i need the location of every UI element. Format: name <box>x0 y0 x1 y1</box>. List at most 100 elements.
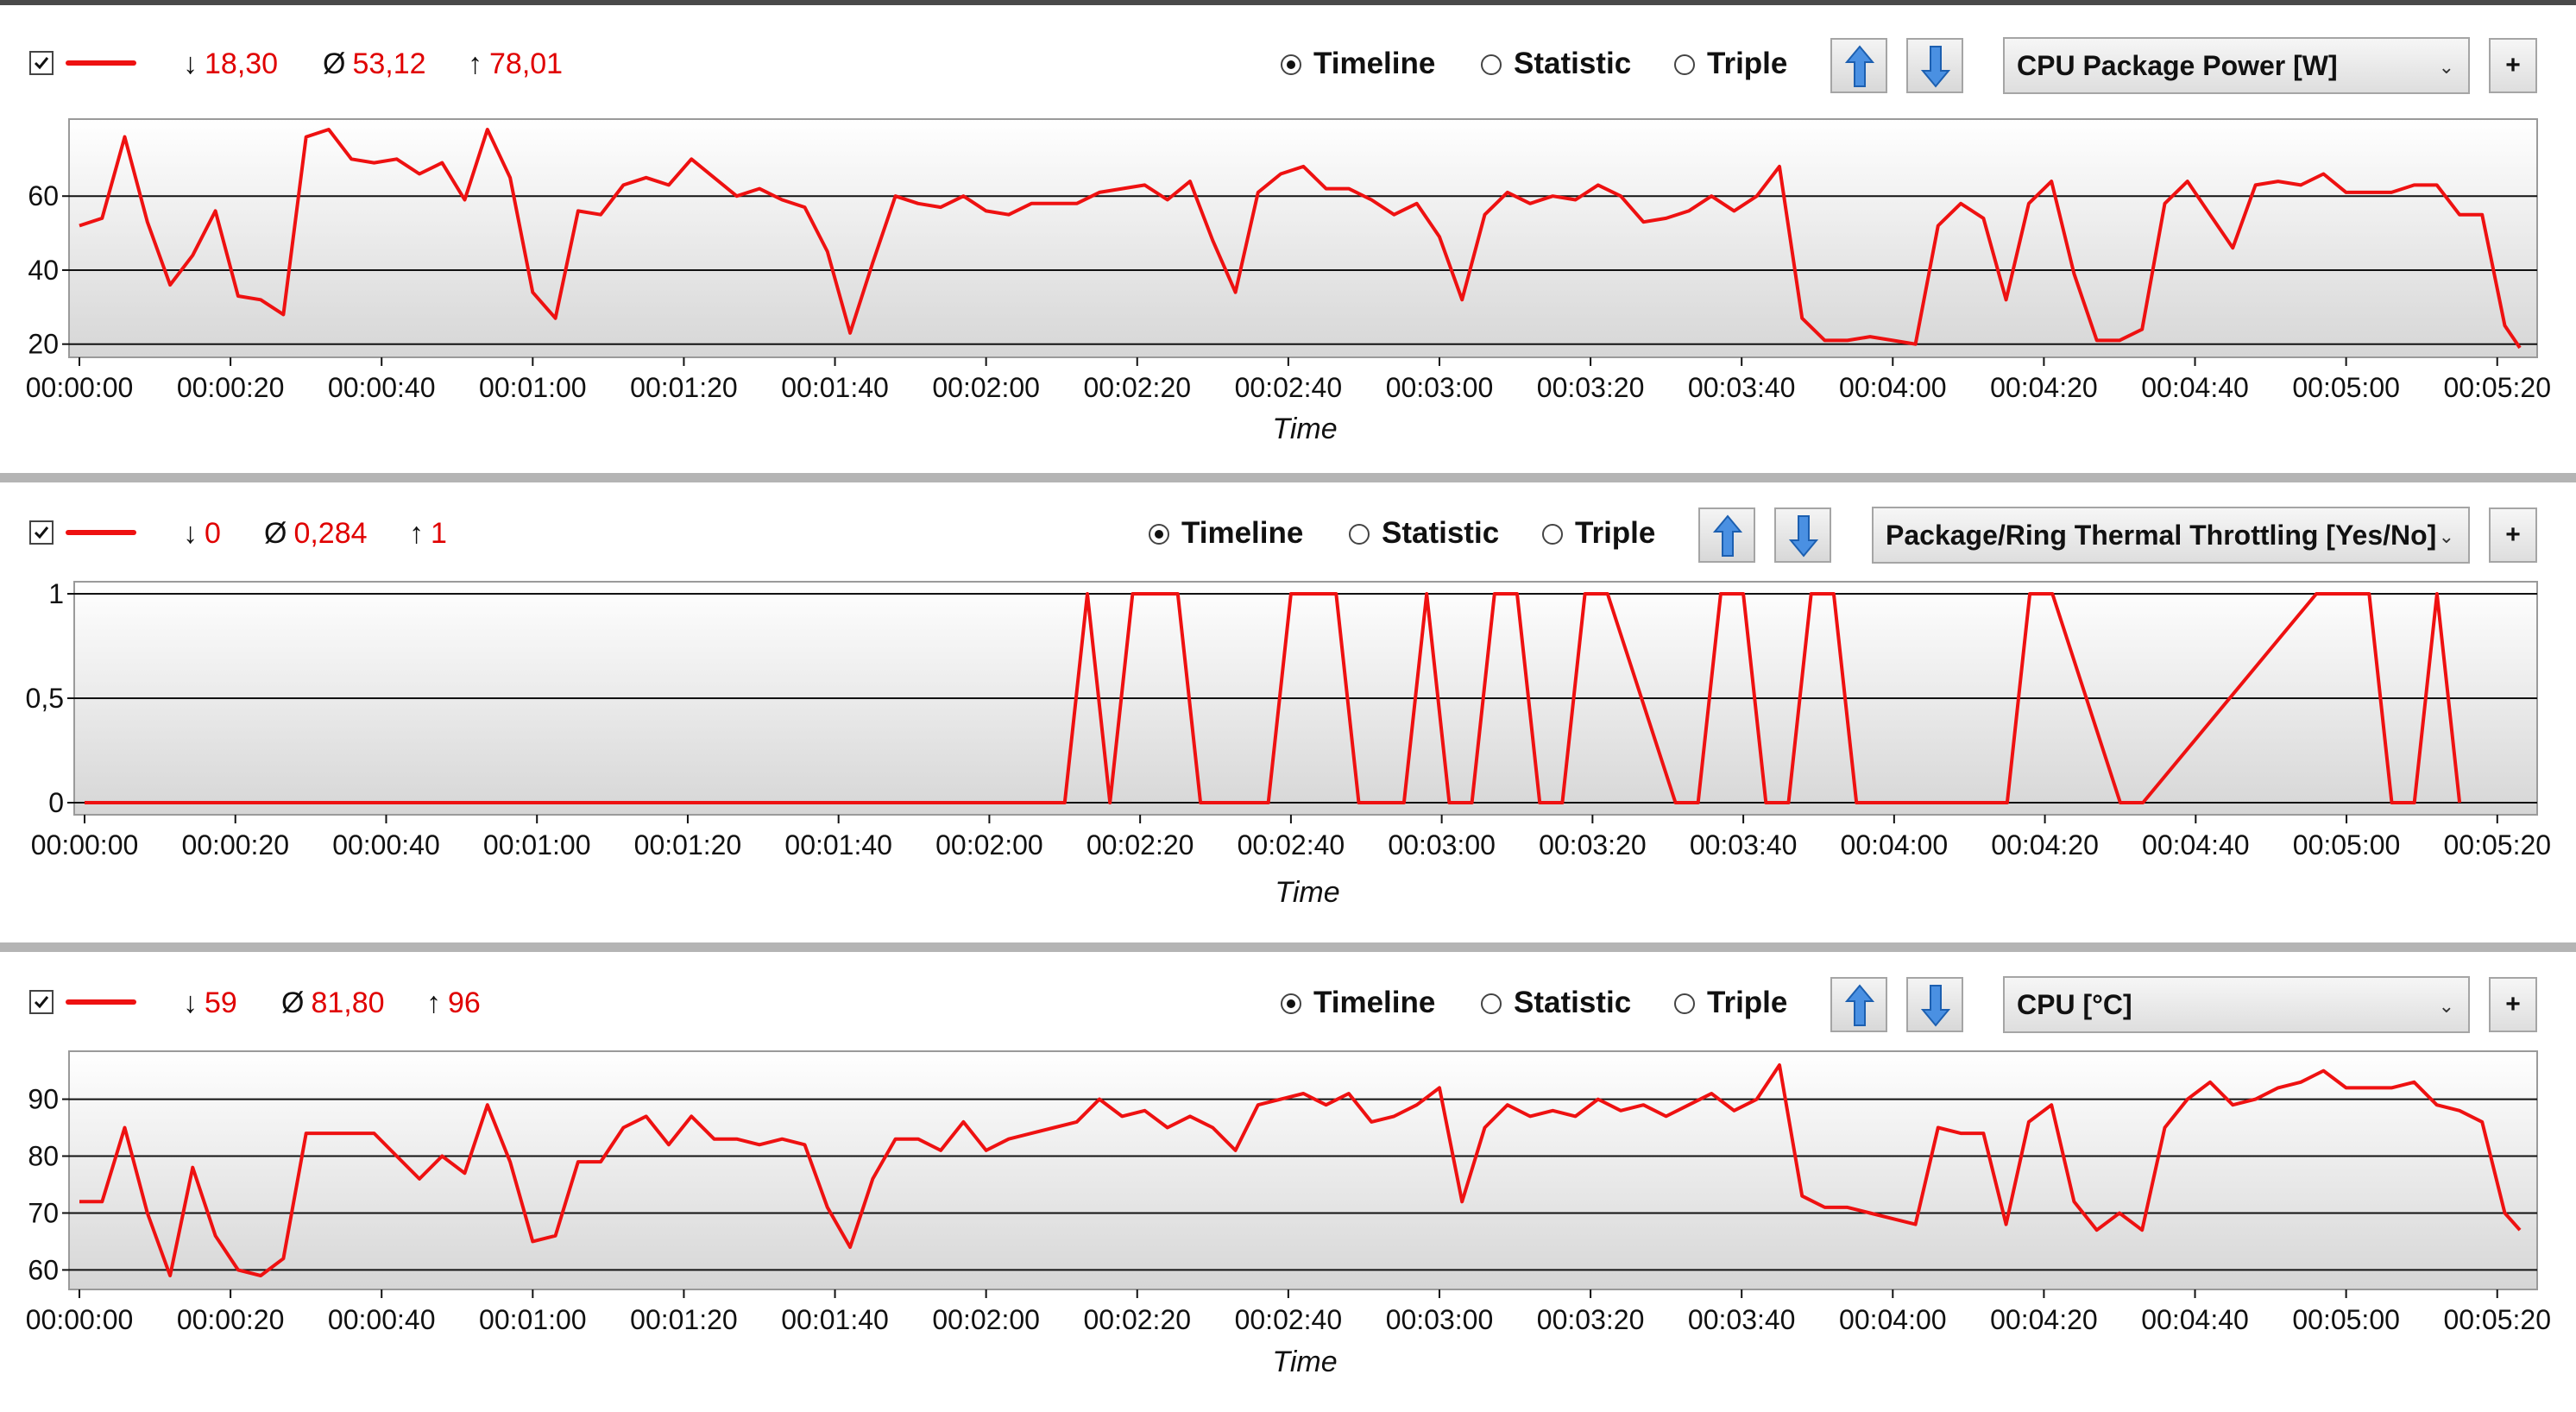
min-value: ↓ 59 <box>183 987 237 1019</box>
x-tick-label: 00:00:00 <box>31 829 139 860</box>
x-tick-label: 00:01:20 <box>630 1304 738 1335</box>
x-tick-label: 00:01:20 <box>630 372 738 403</box>
x-axis-title: Time <box>1275 876 1339 909</box>
y-tick-label: 90 <box>28 1084 59 1115</box>
line-chart[interactable]: 0 0,5 1 00:00:00 00:00:20 00:00:40 00:01:00 00:… <box>0 563 2576 942</box>
plot-area <box>68 118 2538 358</box>
series-checkbox[interactable] <box>29 51 54 75</box>
radio-statistic-label: Statistic <box>1382 516 1500 550</box>
average-value: Ø 53,12 <box>323 47 426 80</box>
series-color-swatch <box>66 999 136 1005</box>
radio-selected-dot <box>1287 999 1295 1008</box>
x-tick-label: 00:04:20 <box>1990 1304 2098 1335</box>
x-tick-label: 00:02:20 <box>1083 372 1191 403</box>
min-value: ↓ 18,30 <box>183 47 279 80</box>
y-tick-label: 70 <box>28 1197 59 1228</box>
sensor-panel: ↓ 59 Ø 81,80 ↑ 96 Timeline Statistic Triple… <box>0 946 2576 1412</box>
sensor-select-value: CPU Package Power [W] <box>2017 50 2338 81</box>
panel-divider[interactable] <box>0 942 2576 952</box>
x-tick-label: 00:03:00 <box>1386 372 1494 403</box>
series-line <box>85 592 2462 804</box>
x-tick-label: 00:01:00 <box>483 829 591 860</box>
radio-timeline-label: Timeline <box>1313 986 1436 1019</box>
radio-selected-dot <box>1155 530 1163 539</box>
x-tick-label: 00:05:20 <box>2443 1304 2551 1335</box>
y-tick-label: 60 <box>28 180 59 211</box>
checkmark-icon <box>34 57 49 70</box>
sensor-select[interactable]: Package/Ring Thermal Throttling [Yes/No]… <box>1872 507 2470 564</box>
sensor-select-value: CPU [°C] <box>2017 989 2132 1020</box>
x-tick-label: 00:02:20 <box>1083 1304 1191 1335</box>
x-tick-label: 00:03:20 <box>1537 1304 1645 1335</box>
x-tick-label: 00:05:00 <box>2292 1304 2400 1335</box>
y-tick-label: 60 <box>28 1254 59 1285</box>
panel-divider[interactable] <box>0 473 2576 482</box>
arrow-down-icon <box>1921 46 1950 88</box>
sensor-panel: ↓ 18,30 Ø 53,12 ↑ 78,01 Timeline Statistic … <box>0 7 2576 473</box>
x-tick-label: 00:04:00 <box>1839 372 1947 403</box>
arrow-down-icon <box>1789 515 1818 558</box>
add-panel-button[interactable]: + <box>2489 977 2537 1032</box>
line-chart[interactable]: 60 70 80 90 00:00:00 00:00:20 00:00:40 00:01:00… <box>0 1032 2576 1412</box>
move-up-button[interactable] <box>1698 507 1755 563</box>
panel-toolbar: ↓ 18,30 Ø 53,12 ↑ 78,01 Timeline Statistic … <box>0 7 2576 94</box>
sensor-panel: ↓ 0 Ø 0,284 ↑ 1 Timeline Statistic Triple P… <box>0 476 2576 942</box>
average-value: Ø 0,284 <box>264 517 368 550</box>
x-tick-label: 00:02:00 <box>932 372 1040 403</box>
x-tick-label: 00:00:20 <box>181 829 289 860</box>
x-tick-label: 00:05:00 <box>2292 372 2400 403</box>
radio-selected-dot <box>1287 60 1295 69</box>
radio-timeline-label: Timeline <box>1313 47 1436 80</box>
x-tick-label: 00:01:20 <box>634 829 742 860</box>
sensor-select[interactable]: CPU [°C] ⌄ <box>2003 976 2470 1033</box>
radio-statistic-label: Statistic <box>1514 47 1632 80</box>
move-down-button[interactable] <box>1774 507 1831 563</box>
x-tick-label: 00:02:40 <box>1235 1304 1343 1335</box>
x-tick-label: 00:00:00 <box>26 372 134 403</box>
series-color-swatch <box>66 60 136 66</box>
chevron-down-icon: ⌄ <box>2438 995 2454 1017</box>
add-panel-button[interactable]: + <box>2489 507 2537 563</box>
x-tick-label: 00:01:00 <box>479 372 587 403</box>
sensor-select[interactable]: CPU Package Power [W] ⌄ <box>2003 37 2470 94</box>
x-tick-label: 00:02:40 <box>1235 372 1343 403</box>
max-value: ↑ 1 <box>409 517 447 550</box>
checkmark-icon <box>34 526 49 539</box>
top-border <box>0 0 2576 5</box>
move-up-button[interactable] <box>1830 38 1887 93</box>
series-color-swatch <box>66 530 136 535</box>
radio-triple-label: Triple <box>1575 516 1656 550</box>
x-tick-label: 00:05:00 <box>2293 829 2401 860</box>
arrow-down-icon <box>1921 985 1950 1027</box>
x-tick-label: 00:00:40 <box>328 1304 436 1335</box>
x-tick-label: 00:03:00 <box>1386 1304 1494 1335</box>
y-tick-label: 40 <box>28 255 59 286</box>
radio-triple-label: Triple <box>1707 47 1788 80</box>
x-tick-label: 00:04:40 <box>2141 372 2249 403</box>
x-tick-label: 00:01:40 <box>781 1304 889 1335</box>
x-tick-label: 00:04:40 <box>2141 1304 2249 1335</box>
series-checkbox[interactable] <box>29 990 54 1014</box>
series-checkbox[interactable] <box>29 520 54 545</box>
x-tick-label: 00:01:40 <box>781 372 889 403</box>
y-tick-label: 80 <box>28 1141 59 1172</box>
x-tick-label: 00:03:20 <box>1539 829 1647 860</box>
move-down-button[interactable] <box>1906 38 1963 93</box>
line-chart[interactable]: 20 40 60 00:00:00 00:00:20 00:00:40 00:01:00 00… <box>0 93 2576 473</box>
max-value: ↑ 96 <box>426 987 481 1019</box>
add-panel-button[interactable]: + <box>2489 38 2537 93</box>
y-tick-label: 1 <box>48 578 64 609</box>
plot-area <box>68 1050 2538 1290</box>
x-tick-label: 00:05:20 <box>2443 372 2551 403</box>
panel-toolbar: ↓ 0 Ø 0,284 ↑ 1 Timeline Statistic Triple P… <box>0 476 2576 564</box>
move-down-button[interactable] <box>1906 977 1963 1032</box>
chevron-down-icon: ⌄ <box>2438 56 2454 78</box>
x-tick-label: 00:02:00 <box>935 829 1043 860</box>
radio-statistic-label: Statistic <box>1514 986 1632 1019</box>
radio-timeline-label: Timeline <box>1181 516 1304 550</box>
x-tick-label: 00:04:20 <box>1990 372 2098 403</box>
move-up-button[interactable] <box>1830 977 1887 1032</box>
x-tick-label: 00:05:20 <box>2444 829 2552 860</box>
x-tick-label: 00:04:20 <box>1991 829 2099 860</box>
y-tick-label: 0,5 <box>26 683 64 714</box>
